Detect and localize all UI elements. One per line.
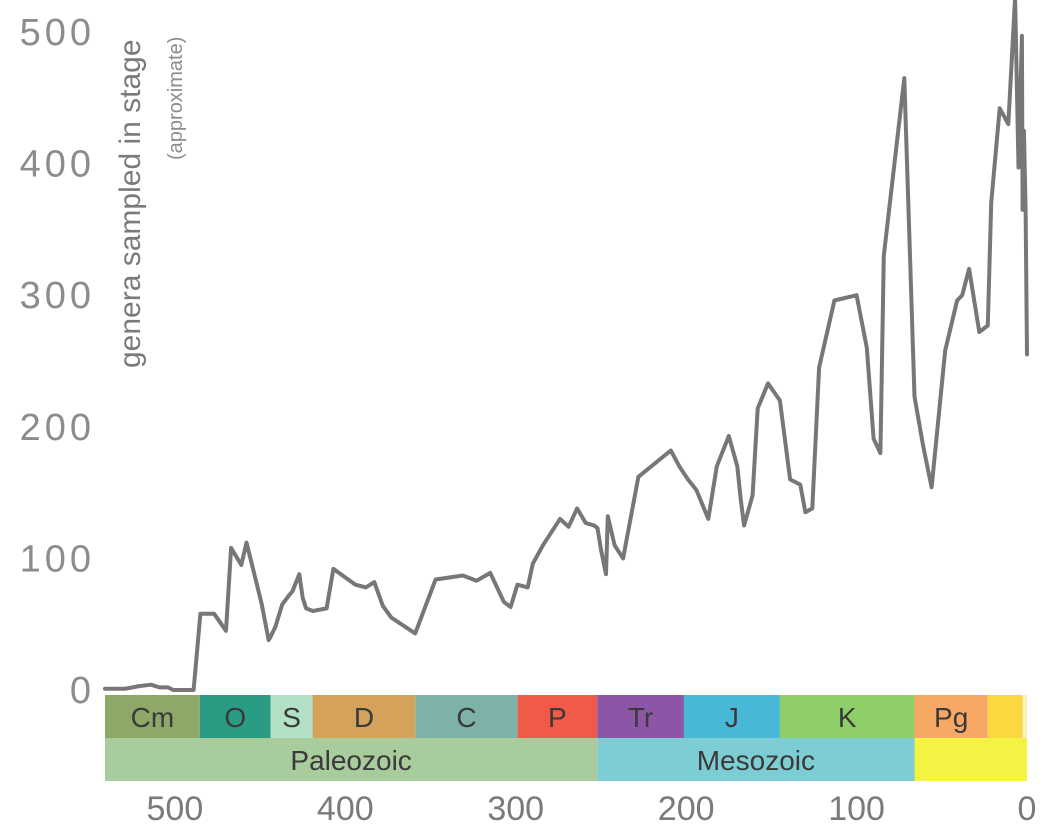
y-tick-label: 500 — [20, 12, 95, 54]
x-tick-label: 100 — [828, 790, 885, 828]
period-label: K — [838, 702, 857, 733]
x-tick-label: 200 — [658, 790, 715, 828]
period-label: C — [456, 702, 476, 733]
data-series — [103, 0, 1029, 692]
y-axis-label: genera sampled in stage — [114, 39, 147, 368]
period-block — [415, 695, 518, 738]
period-label: Tr — [628, 702, 653, 733]
y-axis-note: (approximate) — [165, 37, 187, 160]
y-tick-label: 100 — [20, 538, 95, 580]
period-block — [914, 695, 988, 738]
x-tick-label: 400 — [317, 790, 374, 828]
period-block — [312, 695, 416, 738]
x-tick-label: 500 — [147, 790, 204, 828]
period-block — [270, 695, 313, 738]
x-tick-label: 0 — [1018, 790, 1037, 828]
period-block — [779, 695, 915, 738]
period-block — [987, 695, 1023, 738]
period-label: D — [354, 702, 374, 733]
genera-line — [103, 0, 1029, 692]
period-block — [199, 695, 271, 738]
era-block — [105, 738, 598, 781]
period-label: S — [282, 702, 301, 733]
period-label: P — [548, 702, 567, 733]
x-tick-label: 300 — [487, 790, 544, 828]
y-tick-label: 200 — [20, 407, 95, 449]
period-label: J — [725, 702, 739, 733]
era-label: Mesozoic — [697, 745, 815, 776]
y-tick-labels: 0 100 200 300 400 500 — [20, 12, 95, 712]
y-tick-label: 300 — [20, 275, 95, 317]
era-block — [597, 738, 915, 781]
period-block — [105, 695, 200, 738]
period-block — [683, 695, 780, 738]
period-label: Pg — [934, 702, 968, 733]
era-label: Paleozoic — [290, 745, 411, 776]
period-block — [517, 695, 598, 738]
era-block — [914, 738, 1027, 781]
period-block — [597, 695, 684, 738]
period-label: Cm — [131, 702, 175, 733]
period-block — [1022, 695, 1027, 738]
y-tick-label: 0 — [70, 670, 95, 712]
y-tick-label: 400 — [20, 144, 95, 186]
period-label: O — [224, 702, 246, 733]
y-axis-title: genera sampled in stage (approximate) — [114, 37, 187, 368]
x-tick-labels: 500 400 300 200 100 0 — [147, 790, 1037, 828]
geologic-timescale: Cm O S D C P Tr J K Pg Paleozoic Mesozoic — [105, 695, 1027, 781]
